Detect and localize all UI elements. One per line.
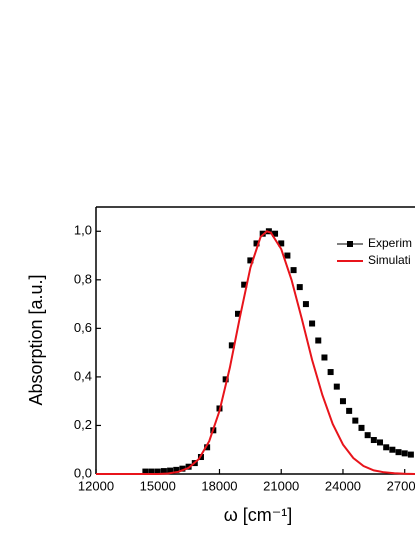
legend-label: Experim [368,236,412,250]
data-point [333,383,340,390]
data-point [327,369,334,376]
data-point [395,449,402,456]
data-point [389,446,396,453]
x-tick-label: 27000 [387,478,415,493]
x-axis-title: ω [cm⁻¹] [224,505,293,525]
y-tick-label: 0,2 [74,417,92,432]
data-point [148,468,155,475]
x-tick-label: 24000 [325,478,361,493]
y-tick-label: 0,0 [74,465,92,480]
data-point [272,230,279,237]
data-point [401,450,408,457]
data-point [377,439,384,446]
y-tick-label: 1,0 [74,223,92,238]
data-point [167,467,174,474]
data-point [278,240,285,247]
data-point [241,281,248,288]
data-point [235,310,242,317]
x-tick-label: 12000 [78,478,114,493]
data-point [253,240,260,247]
data-point [290,267,297,274]
data-point [358,424,365,431]
data-point [284,252,291,259]
data-point [407,451,414,458]
simulation-line [96,230,415,475]
data-point [222,376,229,383]
data-point [160,468,167,475]
legend-label: Simulati [368,253,411,267]
x-tick-label: 21000 [263,478,299,493]
x-tick-label: 15000 [140,478,176,493]
legend-marker [347,241,353,247]
y-tick-label: 0,4 [74,368,92,383]
data-point [154,468,161,475]
data-point [247,257,254,264]
data-point [173,466,180,473]
data-point [346,407,353,414]
data-point [370,437,377,444]
data-point [204,444,211,451]
y-tick-label: 0,8 [74,271,92,286]
data-point [296,284,303,291]
data-point [321,354,328,361]
data-point [383,444,390,451]
data-point [339,398,346,405]
data-point [179,465,186,472]
data-point [142,468,149,475]
y-tick-label: 0,6 [74,320,92,335]
data-point [352,417,359,424]
y-axis-title: Absorption [a.u.] [26,274,46,405]
data-point [309,320,316,327]
data-point [302,301,309,308]
data-point [315,337,322,344]
data-point [364,432,371,439]
x-tick-label: 18000 [201,478,237,493]
data-point [228,342,235,349]
